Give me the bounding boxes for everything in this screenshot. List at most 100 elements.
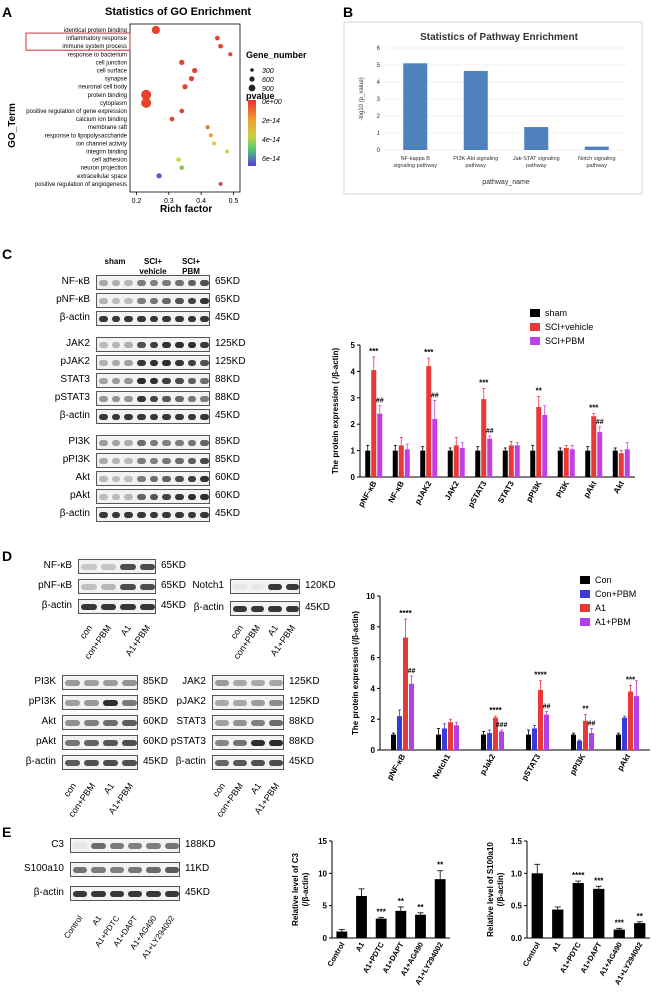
c-blot-band [99, 440, 108, 446]
d-blot3-band [65, 680, 80, 686]
e-blot-kd: 11KD [185, 863, 210, 874]
c-blot-band-row [96, 311, 210, 326]
d-chart-bar [628, 691, 633, 750]
c-blot-band [99, 316, 108, 322]
c-blot-label: pJAK2 [60, 356, 90, 367]
d-blot1-band [120, 564, 136, 570]
e-c3-chart-x-tick-label: A1 [354, 941, 367, 954]
d-blot4-band [233, 680, 247, 686]
c-chart-bar [377, 413, 383, 477]
d-blot4-band [251, 740, 265, 746]
d-chart-bar [544, 714, 549, 750]
c-blot-band [137, 494, 146, 500]
e-s100-chart-sig-label: ** [637, 912, 644, 921]
go-legend-size-dot [250, 68, 254, 72]
d-chart-bar [634, 696, 639, 750]
d-chart-x-tick-label: pJak2 [478, 752, 497, 777]
c-blot-kd: 65KD [215, 294, 241, 305]
e-blot-band [164, 843, 179, 849]
c-blot-band [149, 316, 159, 322]
d-blot3-band [65, 700, 80, 706]
d-blot3-band [122, 720, 137, 726]
c-blot-band [149, 342, 159, 348]
c-chart-bar [514, 445, 520, 477]
go-term-label: immune system process [62, 44, 127, 50]
e-blot-band [164, 867, 179, 873]
c-blot-label: pNF-κB [56, 294, 90, 305]
c-blot-band [137, 396, 146, 402]
d-blot1-kd: 45KD [161, 600, 187, 611]
c-blot-kd: 125KD [215, 338, 246, 349]
e-s100-chart-sig-label: *** [594, 876, 604, 885]
c-chart-bar [404, 449, 410, 477]
c-chart-bar [475, 450, 481, 477]
pathway-y-tick-label: 5 [377, 63, 381, 69]
e-blot-band [109, 843, 124, 849]
d-blot4-label: β-actin [175, 756, 206, 767]
c-chart-y-tick-label: 4 [351, 367, 356, 376]
c-blot-label: β-actin [59, 410, 90, 421]
c-chart-bar [624, 449, 630, 477]
d-blot4-band [215, 700, 229, 706]
c-chart-bar [618, 453, 624, 477]
c-blot-band [200, 298, 209, 304]
e-blot-band [109, 891, 124, 897]
c-blot-label: NF-κB [61, 276, 90, 287]
c-blot-label: PI3K [68, 436, 90, 447]
go-point [182, 84, 188, 90]
go-point [176, 157, 181, 162]
pathway-y-tick-label: 1 [377, 131, 381, 137]
go-legend-color-title: pvalue [246, 91, 275, 101]
go-point [208, 133, 213, 138]
d-chart-y-tick-label: 8 [371, 623, 376, 632]
d-blot3-band [65, 760, 80, 766]
c-chart-bar [453, 445, 459, 477]
pathway-y-tick-label: 4 [377, 80, 381, 86]
c-blot-band [175, 360, 184, 366]
e-s100-chart-y-tick-label: 1.0 [511, 869, 523, 878]
c-blot-band [111, 378, 121, 384]
go-point [212, 141, 217, 146]
c-blot-band [175, 512, 184, 518]
c-chart-y-tick-label: 1 [351, 447, 356, 456]
panel-d-blots: NF-κB 65KD pNF-κB 65KD β-actin 45KD Notch1 120K… [0, 555, 336, 819]
panel-a: Statistics of GO Enrichment GO_Term Rich… [0, 0, 330, 220]
e-c3-chart-bar [415, 914, 426, 938]
c-blot-band [162, 342, 171, 348]
go-point [156, 173, 162, 179]
c-blot-band [187, 378, 197, 384]
go-point [141, 97, 152, 108]
d-blot2-band [250, 606, 264, 612]
panel-label-b: B [343, 4, 354, 20]
c-blot-band [124, 476, 133, 482]
c-blot-band [124, 440, 133, 446]
d-blot4-band [233, 720, 247, 726]
e-c3-chart-bar [434, 879, 446, 938]
d-blot4-band-row [212, 715, 284, 730]
pathway-y-tick-label: 0 [377, 148, 381, 154]
go-term-label: inflammatory response [66, 36, 127, 42]
go-point [192, 67, 198, 74]
e-s100-chart-ylabel: (/β-actin) [496, 872, 505, 906]
pathway-x-tick-label: NF-kappa B [401, 156, 431, 162]
d-blot2-band [268, 606, 282, 612]
c-blot-band-row [96, 373, 210, 388]
d-chart-sig-label: ## [543, 704, 551, 711]
c-chart-bar [426, 366, 432, 477]
c-chart-bar [542, 414, 548, 477]
d-blot3-band [103, 700, 118, 706]
c-blot-band-row [96, 391, 210, 406]
c-blot-label: STAT3 [60, 374, 90, 385]
d-blot4-kd: 125KD [289, 676, 320, 687]
d-chart-legend-label: A1+PBM [595, 617, 631, 627]
c-blot-band-row [96, 409, 210, 424]
d-blot3-band [103, 760, 118, 766]
c-chart-bar [487, 438, 493, 477]
c-blot-band [124, 494, 133, 500]
c-blot-band [187, 298, 197, 304]
go-x-tick-label: 0.4 [196, 198, 206, 205]
pathway-x-tick-label: Notch signaling [578, 156, 616, 162]
go-term-label: integrin binding [86, 150, 127, 156]
c-chart-bar [432, 418, 438, 477]
d-blot2-band-row [230, 579, 300, 594]
